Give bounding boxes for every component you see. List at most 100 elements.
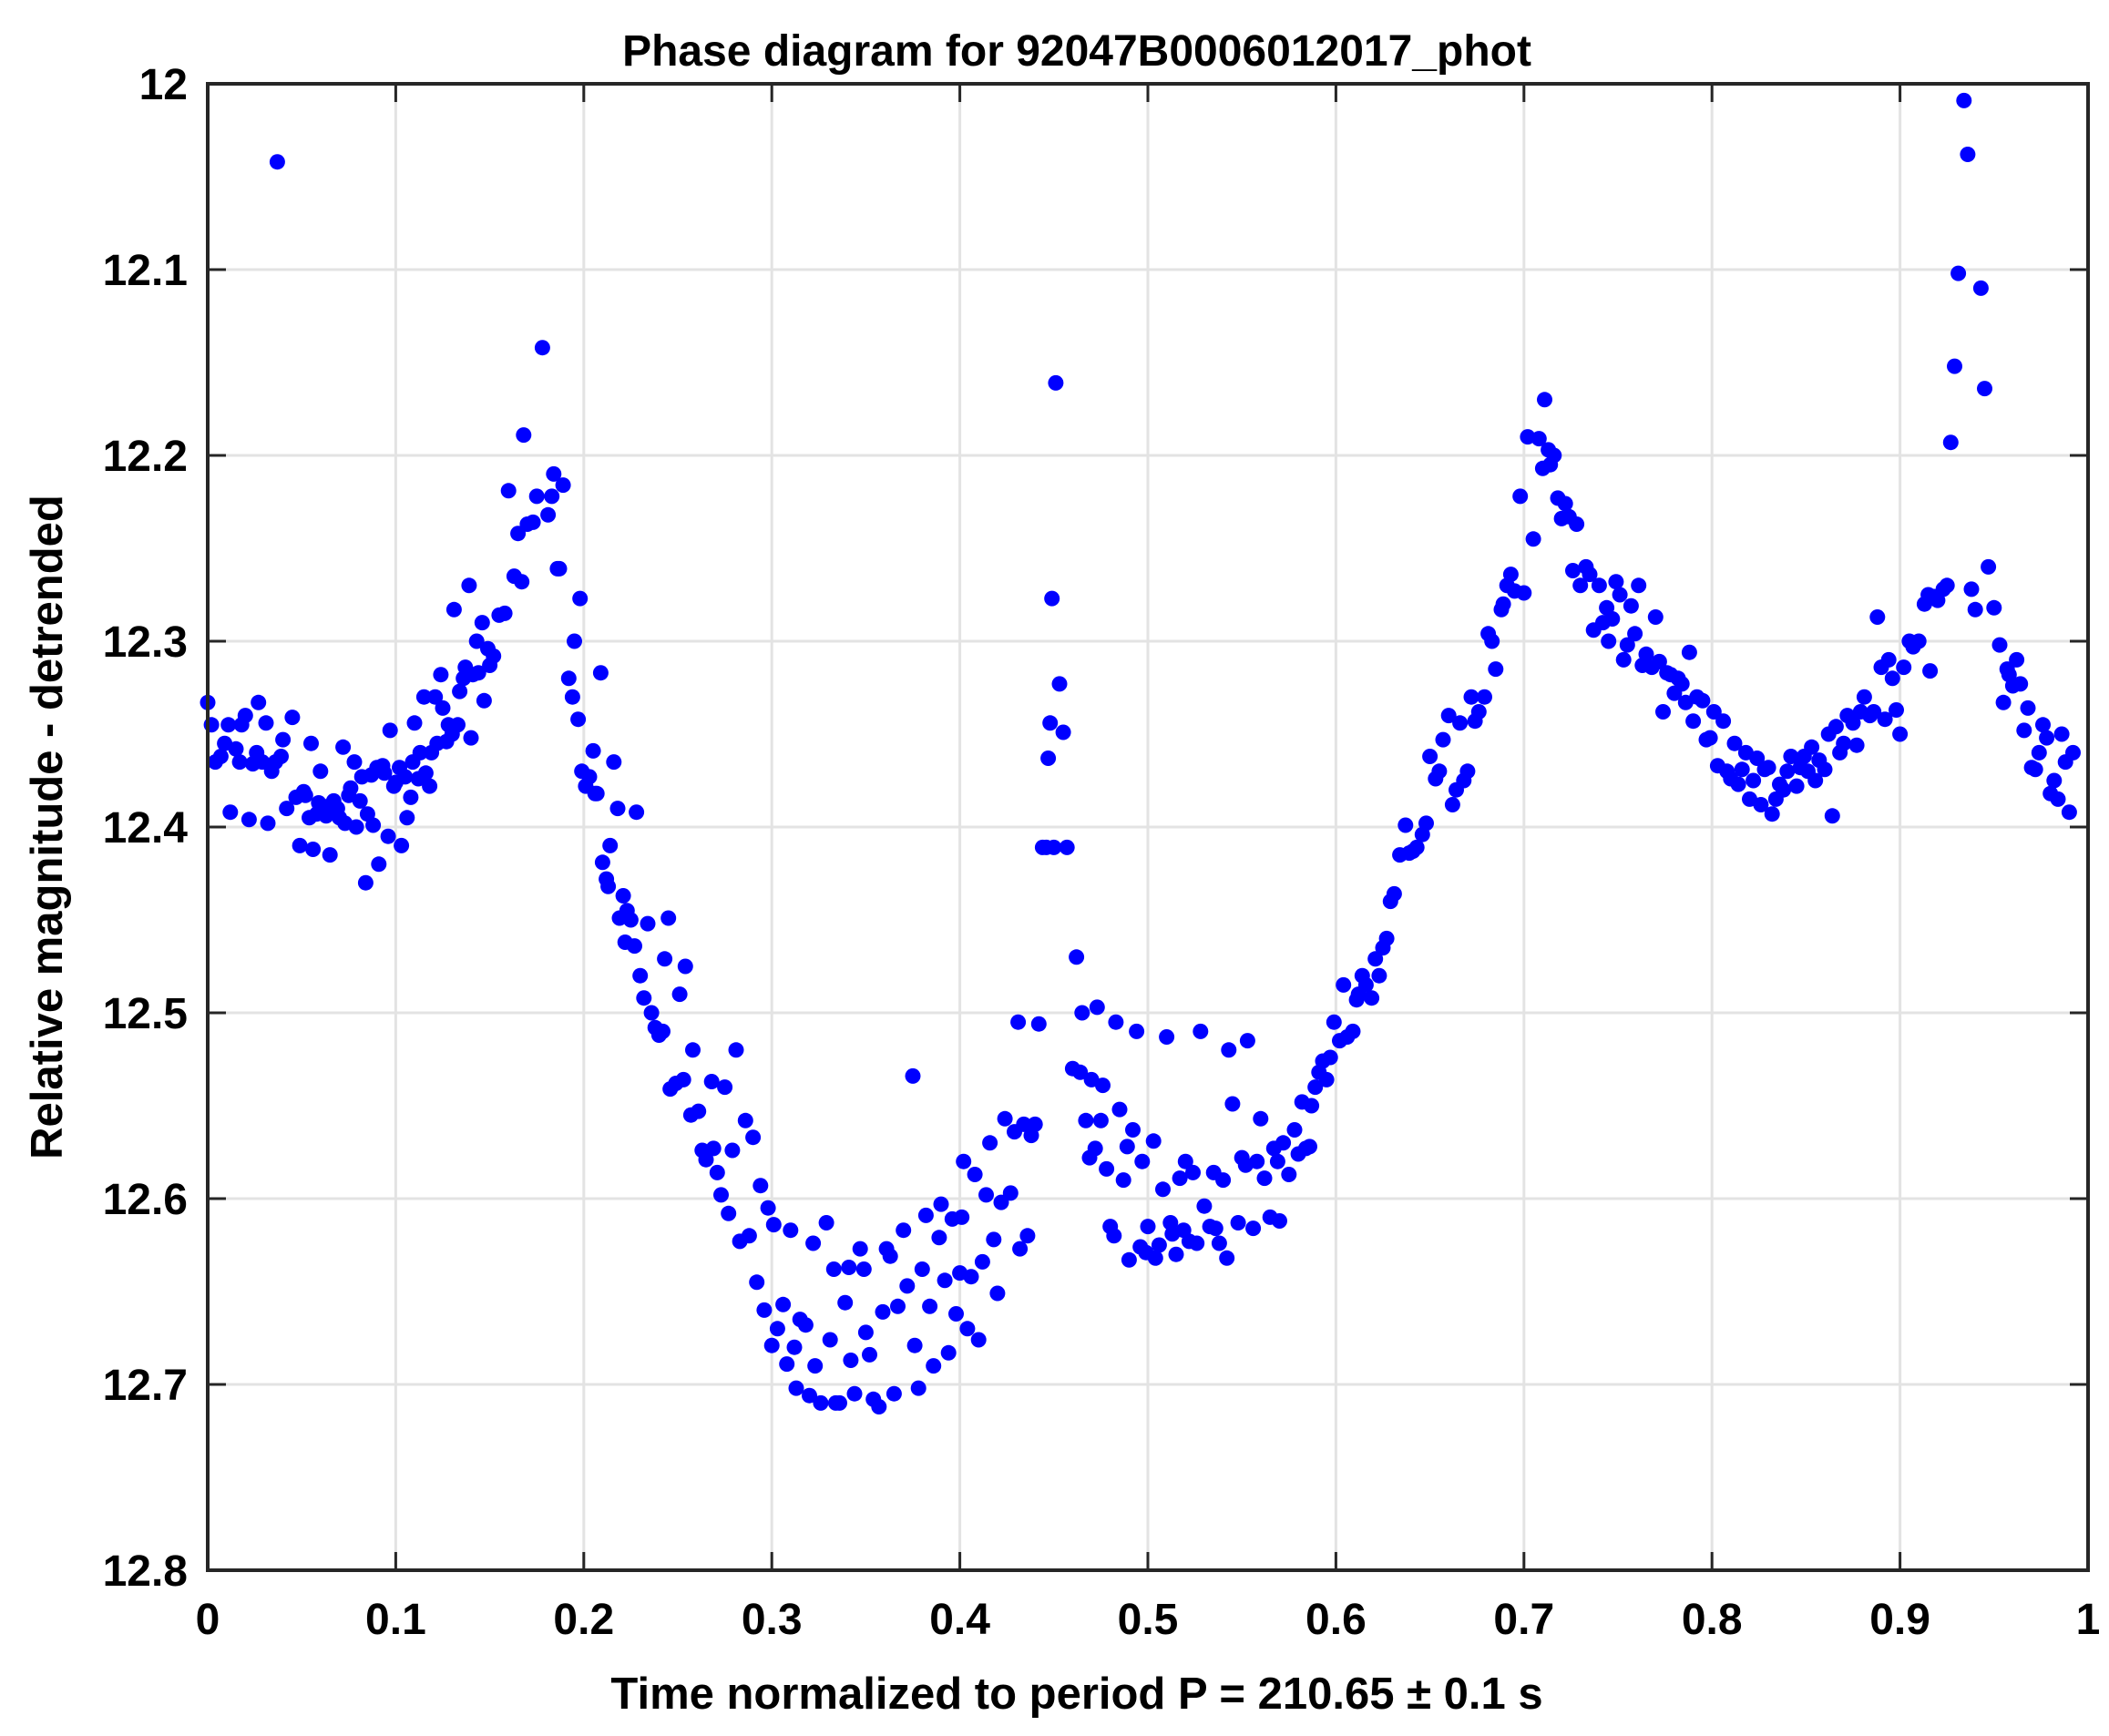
data-point bbox=[1889, 702, 1904, 718]
x-axis-label: Time normalized to period P = 210.65 ± 0… bbox=[610, 1670, 1542, 1719]
data-point bbox=[560, 670, 577, 687]
data-point bbox=[1591, 577, 1607, 594]
data-point bbox=[1129, 1023, 1145, 1039]
data-point bbox=[1896, 659, 1912, 676]
data-point bbox=[1253, 1110, 1269, 1127]
data-point bbox=[1364, 990, 1380, 1006]
data-point bbox=[1256, 1170, 1273, 1187]
y-tick-label: 12 bbox=[139, 61, 188, 109]
data-point bbox=[500, 483, 517, 499]
data-point bbox=[1134, 1153, 1151, 1169]
data-point bbox=[899, 1278, 916, 1294]
data-point bbox=[627, 938, 642, 955]
data-point bbox=[1027, 1116, 1043, 1132]
data-point bbox=[875, 1303, 891, 1320]
data-point bbox=[594, 854, 610, 871]
y-tick-label: 12.8 bbox=[103, 1547, 188, 1596]
data-point bbox=[1121, 1251, 1137, 1268]
data-point bbox=[1326, 1014, 1342, 1030]
data-point bbox=[986, 1231, 1002, 1248]
data-point bbox=[1942, 434, 1959, 451]
data-point bbox=[1048, 374, 1064, 391]
data-point bbox=[832, 1394, 847, 1411]
data-point bbox=[775, 1296, 792, 1312]
data-point bbox=[822, 1332, 838, 1348]
data-point bbox=[1960, 147, 1976, 162]
y-axis-label: Relative magnitude - detrended bbox=[23, 495, 72, 1159]
data-point bbox=[1477, 689, 1492, 705]
data-point bbox=[1189, 1235, 1205, 1251]
data-point bbox=[497, 605, 513, 621]
data-point bbox=[1981, 558, 1997, 575]
x-tick-label: 0.5 bbox=[1118, 1596, 1179, 1644]
data-point bbox=[818, 1215, 834, 1231]
y-tick-label: 12.3 bbox=[103, 618, 188, 667]
data-point bbox=[940, 1344, 957, 1361]
data-point bbox=[220, 717, 237, 733]
data-point bbox=[564, 689, 580, 705]
data-point bbox=[1125, 1122, 1141, 1138]
data-point bbox=[555, 477, 571, 494]
data-point bbox=[1502, 567, 1519, 583]
data-point bbox=[275, 731, 292, 748]
data-point bbox=[1012, 1241, 1029, 1257]
data-point bbox=[1681, 644, 1697, 660]
data-point bbox=[636, 990, 652, 1006]
data-point bbox=[514, 574, 530, 590]
data-point bbox=[606, 754, 622, 771]
data-point bbox=[914, 1261, 930, 1277]
grid-lines bbox=[208, 84, 2088, 1570]
data-point bbox=[841, 1260, 857, 1275]
data-point bbox=[1019, 1228, 1036, 1244]
data-point bbox=[357, 874, 374, 891]
data-point bbox=[297, 787, 313, 803]
data-point bbox=[1111, 1101, 1128, 1118]
data-point bbox=[335, 739, 352, 755]
data-point bbox=[1569, 516, 1585, 532]
data-point bbox=[931, 1230, 947, 1246]
data-point bbox=[516, 427, 532, 444]
data-point bbox=[1408, 839, 1425, 855]
data-point bbox=[1947, 358, 1962, 374]
data-point bbox=[643, 1005, 660, 1021]
data-point bbox=[1040, 751, 1057, 766]
data-point bbox=[1463, 689, 1479, 705]
data-point bbox=[1783, 749, 1799, 764]
data-point bbox=[797, 1317, 814, 1333]
x-tick-label: 0.3 bbox=[742, 1596, 803, 1644]
data-point bbox=[1884, 670, 1900, 687]
y-tick-label: 12.6 bbox=[103, 1176, 188, 1224]
data-point bbox=[1155, 1181, 1171, 1198]
data-point bbox=[1749, 751, 1766, 766]
data-point bbox=[1601, 633, 1617, 649]
data-point bbox=[910, 1380, 927, 1396]
data-point bbox=[1856, 689, 1872, 705]
x-tick-label: 0.2 bbox=[553, 1596, 614, 1644]
data-point bbox=[698, 1151, 714, 1168]
data-point bbox=[346, 754, 363, 771]
data-point bbox=[397, 769, 414, 785]
data-point bbox=[1991, 637, 2008, 653]
x-tick-label: 0 bbox=[196, 1596, 220, 1644]
data-point bbox=[406, 715, 423, 731]
data-point bbox=[1302, 1139, 1317, 1155]
data-point bbox=[1824, 808, 1840, 824]
data-point bbox=[435, 700, 451, 716]
data-point bbox=[1631, 577, 1647, 594]
data-point bbox=[1418, 815, 1434, 832]
data-point bbox=[2065, 744, 2081, 761]
data-point bbox=[1638, 646, 1654, 662]
data-point bbox=[544, 488, 560, 505]
data-point bbox=[615, 888, 631, 904]
data-point bbox=[989, 1285, 1006, 1302]
data-point bbox=[982, 1135, 998, 1151]
data-point bbox=[1336, 976, 1352, 993]
data-point bbox=[1572, 577, 1589, 594]
data-point bbox=[1051, 676, 1068, 692]
data-point bbox=[1055, 724, 1071, 740]
data-point bbox=[1880, 651, 1897, 668]
y-tick-labels: 12 12.1 12.2 12.3 12.4 12.5 12.6 12.7 12.8 bbox=[103, 61, 189, 1596]
data-point bbox=[1140, 1219, 1156, 1235]
data-point bbox=[231, 754, 248, 771]
data-point bbox=[1002, 1185, 1019, 1201]
